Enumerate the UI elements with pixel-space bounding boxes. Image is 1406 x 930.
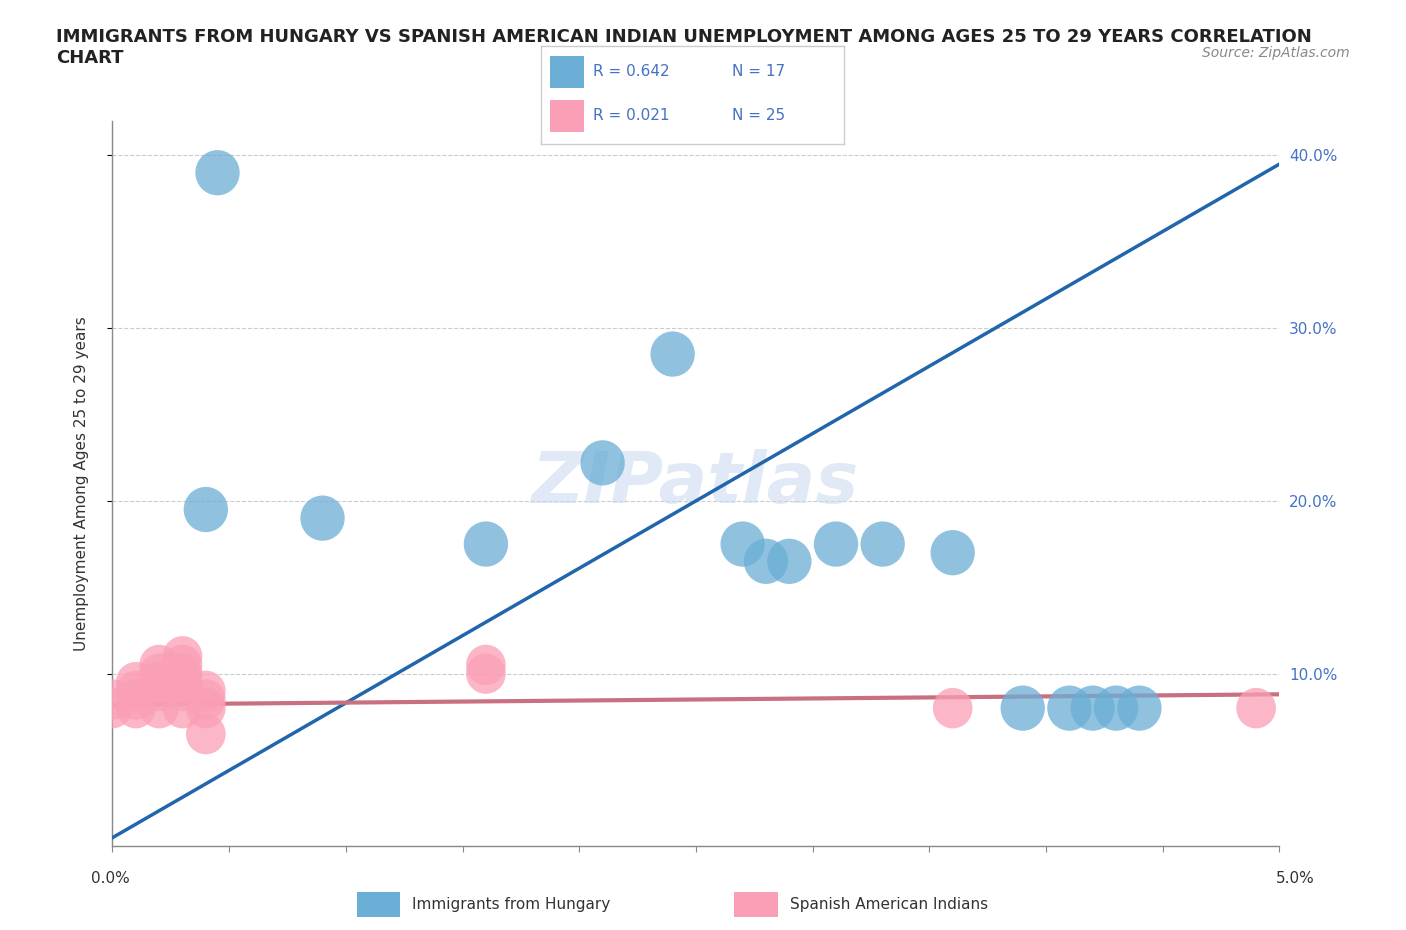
Ellipse shape bbox=[139, 644, 179, 685]
Ellipse shape bbox=[163, 636, 202, 676]
Ellipse shape bbox=[186, 671, 226, 711]
Ellipse shape bbox=[115, 688, 156, 728]
Bar bbox=[734, 892, 778, 917]
Ellipse shape bbox=[464, 522, 508, 566]
Ellipse shape bbox=[163, 662, 202, 702]
Ellipse shape bbox=[115, 671, 156, 711]
Ellipse shape bbox=[651, 331, 695, 377]
Ellipse shape bbox=[860, 522, 905, 566]
Text: Immigrants from Hungary: Immigrants from Hungary bbox=[412, 897, 610, 912]
Y-axis label: Unemployment Among Ages 25 to 29 years: Unemployment Among Ages 25 to 29 years bbox=[75, 316, 89, 651]
Ellipse shape bbox=[931, 530, 974, 576]
Ellipse shape bbox=[744, 538, 789, 584]
Ellipse shape bbox=[1070, 685, 1115, 731]
Ellipse shape bbox=[186, 714, 226, 754]
Ellipse shape bbox=[932, 688, 973, 728]
Text: Spanish American Indians: Spanish American Indians bbox=[790, 897, 988, 912]
Text: 0.0%: 0.0% bbox=[91, 871, 131, 886]
Ellipse shape bbox=[465, 644, 506, 685]
Ellipse shape bbox=[301, 496, 344, 540]
Ellipse shape bbox=[163, 671, 202, 711]
Ellipse shape bbox=[163, 688, 202, 728]
Ellipse shape bbox=[93, 688, 132, 728]
Ellipse shape bbox=[720, 522, 765, 566]
Ellipse shape bbox=[115, 679, 156, 720]
Text: N = 17: N = 17 bbox=[731, 64, 785, 79]
Ellipse shape bbox=[163, 654, 202, 694]
Ellipse shape bbox=[139, 688, 179, 728]
Ellipse shape bbox=[814, 522, 858, 566]
Ellipse shape bbox=[184, 487, 228, 532]
Ellipse shape bbox=[768, 538, 811, 584]
Bar bbox=[550, 56, 583, 88]
Bar bbox=[357, 892, 399, 917]
Ellipse shape bbox=[115, 662, 156, 702]
Ellipse shape bbox=[195, 150, 239, 195]
Text: R = 0.021: R = 0.021 bbox=[593, 108, 669, 124]
Ellipse shape bbox=[1001, 685, 1045, 731]
Ellipse shape bbox=[186, 688, 226, 728]
Text: R = 0.642: R = 0.642 bbox=[593, 64, 669, 79]
Ellipse shape bbox=[1236, 688, 1277, 728]
Ellipse shape bbox=[186, 679, 226, 720]
Ellipse shape bbox=[465, 654, 506, 694]
Text: IMMIGRANTS FROM HUNGARY VS SPANISH AMERICAN INDIAN UNEMPLOYMENT AMONG AGES 25 TO: IMMIGRANTS FROM HUNGARY VS SPANISH AMERI… bbox=[56, 28, 1312, 67]
Ellipse shape bbox=[93, 679, 132, 720]
Text: Source: ZipAtlas.com: Source: ZipAtlas.com bbox=[1202, 46, 1350, 60]
Ellipse shape bbox=[1118, 685, 1161, 731]
Ellipse shape bbox=[1094, 685, 1139, 731]
Ellipse shape bbox=[139, 671, 179, 711]
Ellipse shape bbox=[139, 662, 179, 702]
Ellipse shape bbox=[139, 654, 179, 694]
Ellipse shape bbox=[1047, 685, 1091, 731]
Ellipse shape bbox=[581, 440, 624, 485]
Text: N = 25: N = 25 bbox=[731, 108, 785, 124]
Ellipse shape bbox=[163, 644, 202, 685]
Text: ZIPatlas: ZIPatlas bbox=[533, 449, 859, 518]
Bar bbox=[550, 100, 583, 132]
Text: 5.0%: 5.0% bbox=[1275, 871, 1315, 886]
